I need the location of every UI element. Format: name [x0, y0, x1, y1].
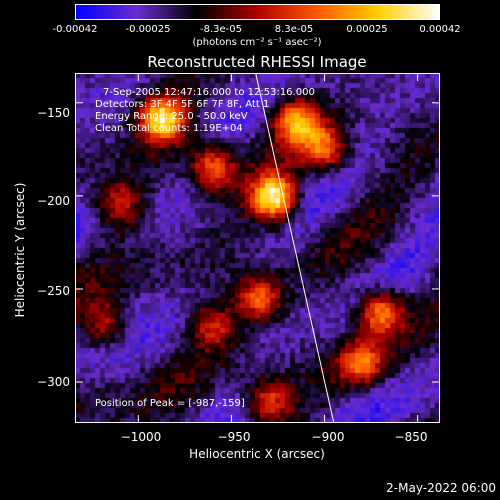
- heatmap-image: [75, 73, 440, 423]
- chart-title: Reconstructed RHESSI Image: [147, 53, 367, 71]
- colorbar-tick: 8.3e-05: [274, 24, 314, 35]
- x-tick-label: −1000: [120, 430, 162, 444]
- detectors-label: Detectors: 3F 4F 5F 6F 7F 8F, Att 1: [95, 99, 270, 110]
- colorbar-tick: -8.3e-05: [200, 24, 242, 35]
- plot-area: 7-Sep-2005 12:47:16.000 to 12:53:16.000 …: [75, 73, 440, 423]
- plot-frame: [75, 73, 440, 423]
- colorbar-unit: (photons cm⁻² s⁻¹ asec⁻²): [192, 37, 322, 48]
- energy-range-label: Energy Range: 25.0 - 50.0 keV: [95, 111, 248, 122]
- y-tick-label: −250: [37, 284, 70, 298]
- x-tick-label: −850: [394, 430, 428, 444]
- colorbar-tick: -0.00042: [52, 24, 98, 35]
- colorbar-tick: 0.00025: [346, 24, 388, 35]
- x-tick-label: −950: [217, 430, 251, 444]
- timestamp-footer: 2-May-2022 06:00: [386, 481, 496, 495]
- time-range-label: 7-Sep-2005 12:47:16.000 to 12:53:16.000: [103, 87, 315, 98]
- x-axis-label: Heliocentric X (arcsec): [189, 447, 325, 461]
- y-tick-label: −300: [37, 375, 70, 389]
- colorbar-tick: 0.00042: [419, 24, 461, 35]
- x-tick-label: −900: [311, 430, 345, 444]
- colorbar-tick: -0.00025: [125, 24, 171, 35]
- solar-limb-line: [255, 73, 335, 423]
- y-axis-label: Heliocentric Y (arcsec): [13, 182, 27, 318]
- method-label: Clean Total counts: 1.19E+04: [95, 123, 243, 134]
- plot-axes: [75, 73, 440, 423]
- y-tick-label: −150: [37, 106, 70, 120]
- y-tick-label: −200: [37, 194, 70, 208]
- colorbar: [75, 4, 440, 20]
- peak-position-label: Position of Peak = [-987,-159]: [95, 398, 245, 409]
